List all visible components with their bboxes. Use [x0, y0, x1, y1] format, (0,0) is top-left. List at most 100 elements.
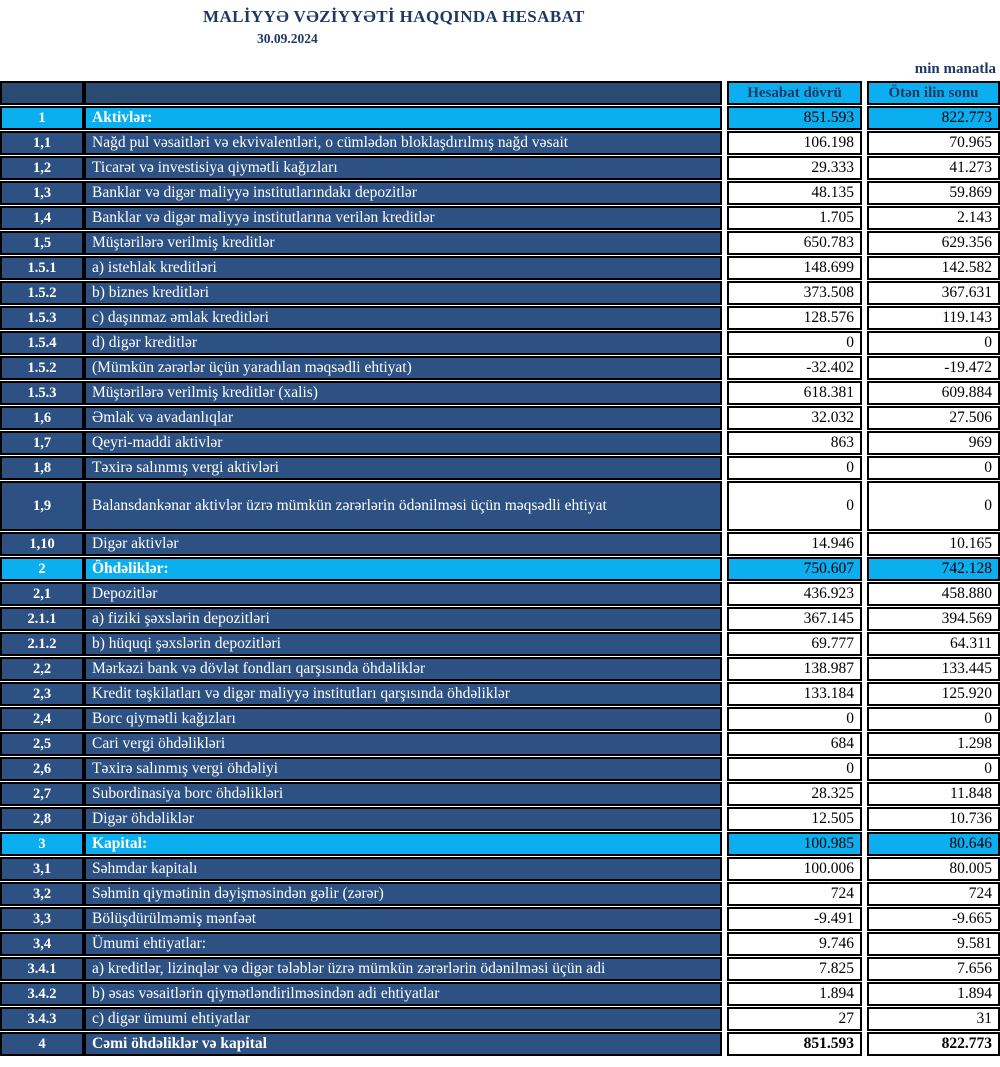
row-label: Banklar və digər maliyyə institutlarına … [84, 206, 722, 230]
column-gap [862, 1007, 867, 1031]
row-value-previous: 742.128 [867, 557, 1000, 581]
row-label: Ticarət və investisiya qiymətli kağızlar… [84, 156, 722, 180]
row-value-previous: 7.656 [867, 957, 1000, 981]
row-label: d) digər kreditlər [84, 331, 722, 355]
row-value-current: 0 [727, 757, 862, 781]
row-number: 2.1.2 [0, 632, 84, 656]
column-gap [722, 857, 727, 881]
row-number: 2,1 [0, 582, 84, 606]
column-gap [862, 632, 867, 656]
row-value-current: 9.746 [727, 932, 862, 956]
column-gap [722, 932, 727, 956]
column-gap [722, 557, 727, 581]
column-gap [862, 131, 867, 155]
row-value-previous: 10.736 [867, 807, 1000, 831]
column-gap [862, 256, 867, 280]
row-value-previous: 31 [867, 1007, 1000, 1031]
column-gap [722, 582, 727, 606]
row-value-previous: 0 [867, 707, 1000, 731]
row-label: c) digər ümumi ehtiyatlar [84, 1007, 722, 1031]
column-gap [862, 607, 867, 631]
column-gap [862, 707, 867, 731]
column-gap [862, 81, 867, 105]
row-value-previous: 70.965 [867, 131, 1000, 155]
row-value-previous: 724 [867, 882, 1000, 906]
row-label: c) daşınmaz əmlak kreditləri [84, 306, 722, 330]
column-gap [722, 456, 727, 480]
column-gap [722, 131, 727, 155]
column-gap [722, 532, 727, 556]
column-gap [862, 181, 867, 205]
row-number: 1,3 [0, 181, 84, 205]
row-value-previous: -9.665 [867, 907, 1000, 931]
row-number: 1.5.3 [0, 306, 84, 330]
row-number: 1,6 [0, 406, 84, 430]
row-label: b) biznes kreditləri [84, 281, 722, 305]
column-gap [722, 481, 727, 531]
table-row: 1.5.2 b) biznes kreditləri 373.508 367.6… [0, 281, 1000, 305]
table-row: 2,8 Digər öhdəliklər 12.505 10.736 [0, 807, 1000, 831]
column-gap [722, 957, 727, 981]
row-number: 1.5.2 [0, 281, 84, 305]
column-gap [862, 106, 867, 130]
row-number: 3.4.3 [0, 1007, 84, 1031]
row-number: 1.5.1 [0, 256, 84, 280]
column-gap [862, 807, 867, 831]
row-number: 1.5.3 [0, 381, 84, 405]
column-gap [862, 557, 867, 581]
table-row: 1,6 Əmlak və avadanlıqlar 32.032 27.506 [0, 406, 1000, 430]
column-gap [862, 281, 867, 305]
row-label: Cəmi öhdəliklər və kapital [84, 1032, 722, 1056]
column-gap [862, 907, 867, 931]
row-value-previous: 9.581 [867, 932, 1000, 956]
row-value-current: 750.607 [727, 557, 862, 581]
column-header-current: Hesabat dövrü [727, 81, 862, 105]
table-row: 1.5.3 c) daşınmaz əmlak kreditləri 128.5… [0, 306, 1000, 330]
row-value-current: 0 [727, 707, 862, 731]
row-label: Bölüşdürülməmiş mənfəət [84, 907, 722, 931]
row-value-current: 724 [727, 882, 862, 906]
row-value-previous: 629.356 [867, 231, 1000, 255]
column-gap [862, 957, 867, 981]
row-value-current: 684 [727, 732, 862, 756]
row-value-current: 27 [727, 1007, 862, 1031]
row-value-previous: 27.506 [867, 406, 1000, 430]
table-row: 3,3 Bölüşdürülməmiş mənfəət -9.491 -9.66… [0, 907, 1000, 931]
table-row: 2.1.2 b) hüquqi şəxslərin depozitləri 69… [0, 632, 1000, 656]
table-row: 2,4 Borc qiymətli kağızları 0 0 [0, 707, 1000, 731]
table-row: 1,1 Nağd pul vəsaitləri və ekvivalentlər… [0, 131, 1000, 155]
row-number: 1 [0, 106, 84, 130]
row-value-previous: 0 [867, 331, 1000, 355]
row-value-current: 100.006 [727, 857, 862, 881]
row-value-current: -9.491 [727, 907, 862, 931]
table-row: 3,4 Ümumi ehtiyatlar: 9.746 9.581 [0, 932, 1000, 956]
row-label: Balansdankənar aktivlər üzrə mümkün zərə… [84, 481, 722, 531]
table-row: 1,7 Qeyri-maddi aktivlər 863 969 [0, 431, 1000, 455]
row-value-previous: 80.646 [867, 832, 1000, 856]
row-value-current: 28.325 [727, 782, 862, 806]
row-number: 3.4.2 [0, 982, 84, 1006]
row-value-previous: 10.165 [867, 532, 1000, 556]
column-gap [862, 156, 867, 180]
column-gap [862, 532, 867, 556]
column-gap [862, 982, 867, 1006]
row-number: 2,7 [0, 782, 84, 806]
row-value-previous: 59.869 [867, 181, 1000, 205]
row-label: Müştərilərə verilmiş kreditlər [84, 231, 722, 255]
row-label: Banklar və digər maliyyə institutlarında… [84, 181, 722, 205]
row-label: Aktivlər: [84, 106, 722, 130]
column-gap [862, 932, 867, 956]
row-label: Cari vergi öhdəlikləri [84, 732, 722, 756]
column-gap [722, 907, 727, 931]
row-value-current: 436.923 [727, 582, 862, 606]
column-gap [862, 481, 867, 531]
row-number: 2,4 [0, 707, 84, 731]
row-number: 3.4.1 [0, 957, 84, 981]
column-gap [722, 707, 727, 731]
table-row: 3.4.3 c) digər ümumi ehtiyatlar 27 31 [0, 1007, 1000, 1031]
table-row: 1.5.2 (Mümkün zərərlər üçün yaradılan mə… [0, 356, 1000, 380]
table-row: 1,3 Banklar və digər maliyyə institutlar… [0, 181, 1000, 205]
column-gap [722, 81, 727, 105]
row-value-previous: -19.472 [867, 356, 1000, 380]
column-gap [722, 381, 727, 405]
